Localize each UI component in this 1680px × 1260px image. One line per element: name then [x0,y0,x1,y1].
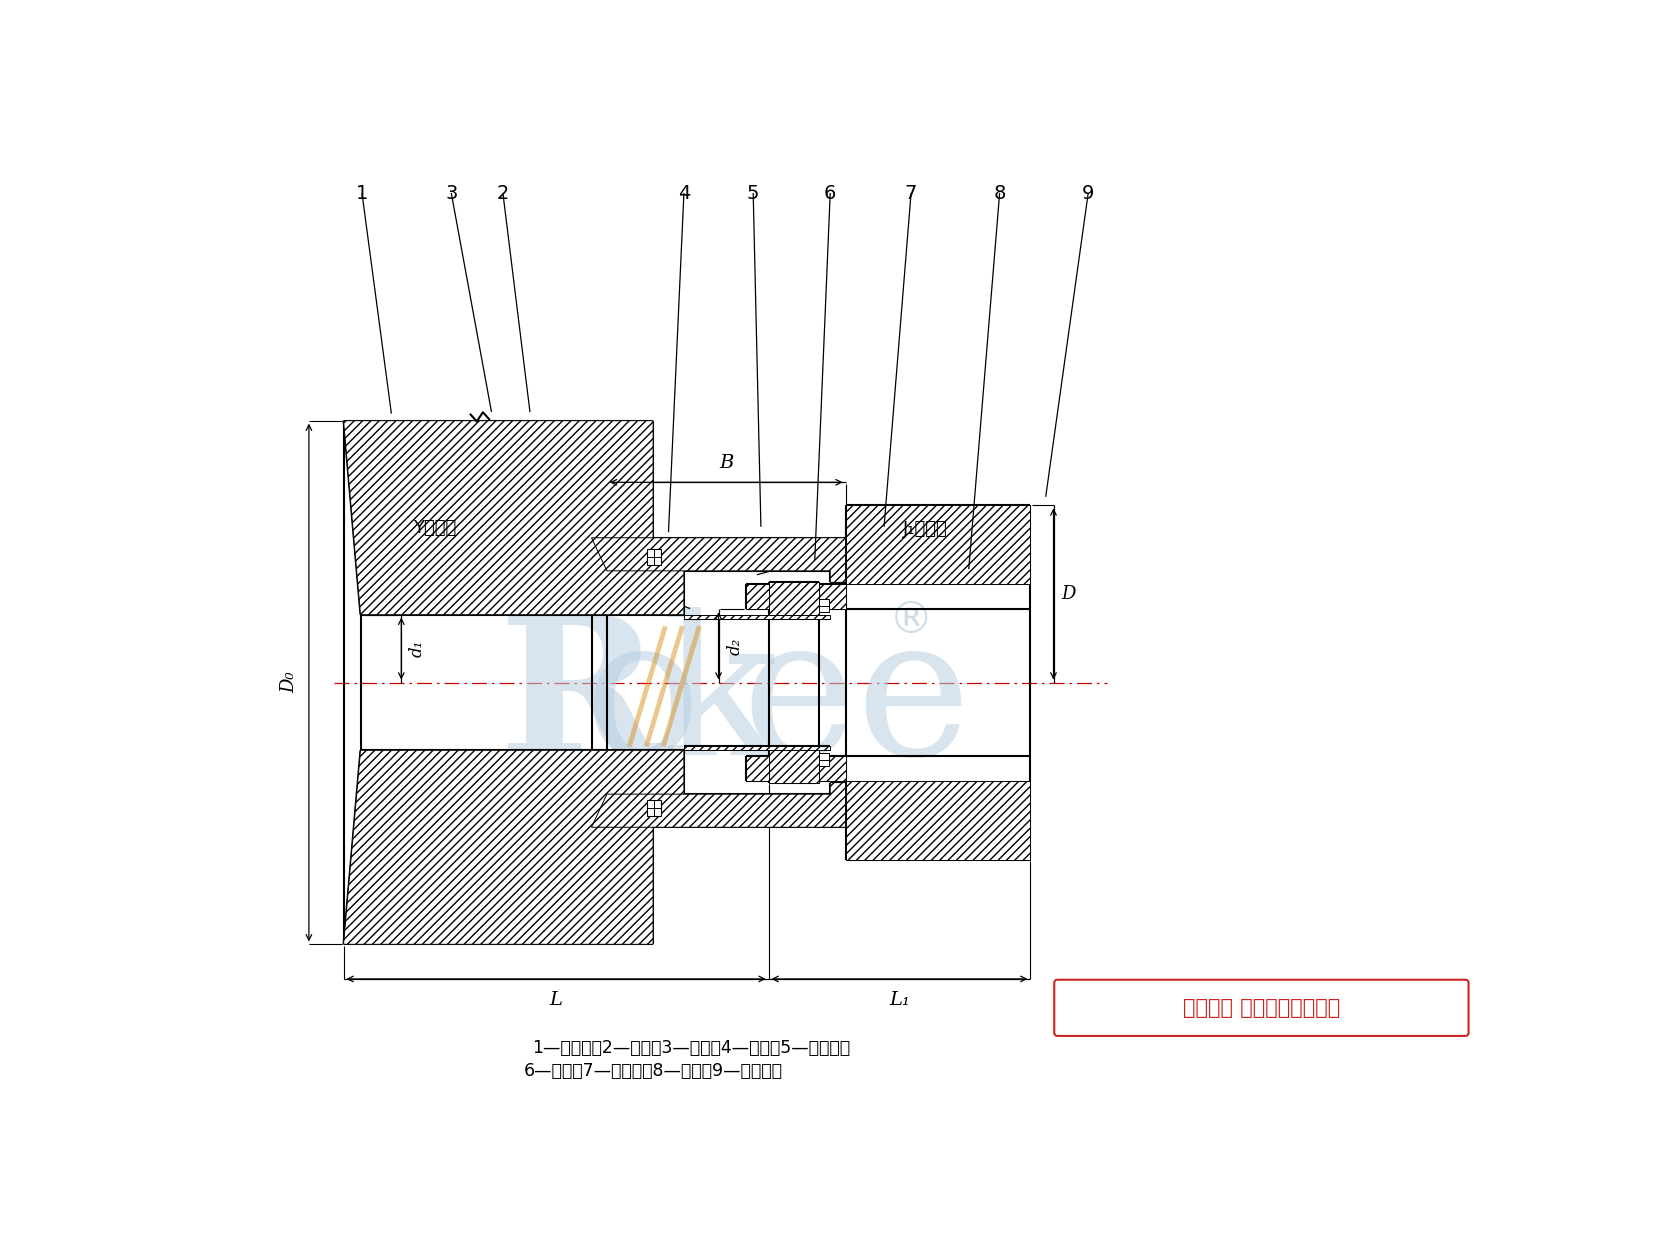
Text: 2: 2 [497,184,509,203]
Text: 6: 6 [823,184,837,203]
Text: 7: 7 [906,184,917,203]
Bar [820,752,828,766]
Text: ®: ® [889,600,934,643]
Text: 5: 5 [748,184,759,203]
Polygon shape [344,421,684,615]
Text: D₀: D₀ [281,672,297,693]
Text: D: D [1062,585,1075,604]
Text: R: R [499,607,660,796]
Text: B: B [719,454,734,471]
Text: 8: 8 [993,184,1006,203]
Polygon shape [769,582,818,615]
Text: J₁型轴孔: J₁型轴孔 [904,519,948,538]
Text: Y型轴孔: Y型轴孔 [413,519,455,538]
Text: L₁: L₁ [889,992,911,1009]
Bar [647,548,660,566]
Text: L: L [549,992,563,1009]
Bar [820,598,828,612]
Polygon shape [746,756,845,781]
Text: 3: 3 [445,184,457,203]
Text: d₂: d₂ [726,638,743,654]
Text: 1—制动轮；2—螺栓；3—坠圈；4—外套；5—内挡板；: 1—制动轮；2—螺栓；3—坠圈；4—外套；5—内挡板； [533,1040,850,1057]
Polygon shape [684,615,830,620]
Polygon shape [845,781,1030,859]
Polygon shape [591,538,845,582]
Polygon shape [769,750,818,782]
Bar [647,800,660,816]
Polygon shape [746,583,845,610]
Text: 版权所有 侵权必被严厉追究: 版权所有 侵权必被严厉追究 [1183,998,1341,1018]
Text: 1: 1 [356,184,368,203]
Text: 9: 9 [1082,184,1094,203]
Polygon shape [684,746,830,750]
Text: 4: 4 [677,184,690,203]
Polygon shape [591,782,845,828]
Text: ee: ee [741,607,973,796]
Text: o: o [585,607,701,796]
Text: d₁: d₁ [408,640,427,658]
Text: 6—柱销；7—外挡圈；8—挡圈；9—半联轴器: 6—柱销；7—外挡圈；8—挡圈；9—半联轴器 [524,1062,783,1080]
Text: k: k [660,607,778,796]
Polygon shape [845,505,1030,583]
FancyBboxPatch shape [1055,980,1468,1036]
Polygon shape [344,750,684,944]
